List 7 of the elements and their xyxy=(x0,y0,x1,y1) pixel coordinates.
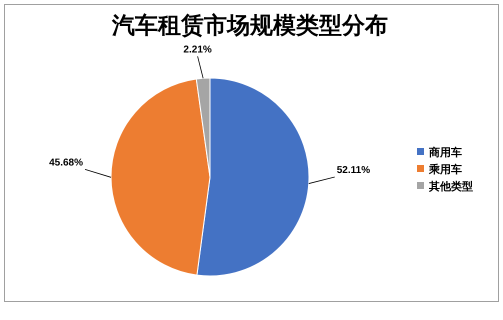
legend-label: 乘用车 xyxy=(428,163,462,176)
data-label: 2.21% xyxy=(183,44,212,56)
chart-title: 汽车租赁市场规模类型分布 xyxy=(111,12,388,38)
legend-label: 其他类型 xyxy=(428,180,473,193)
data-label: 52.11% xyxy=(336,165,370,176)
data-label: 45.68% xyxy=(49,157,84,168)
legend-label: 商用车 xyxy=(428,146,462,159)
